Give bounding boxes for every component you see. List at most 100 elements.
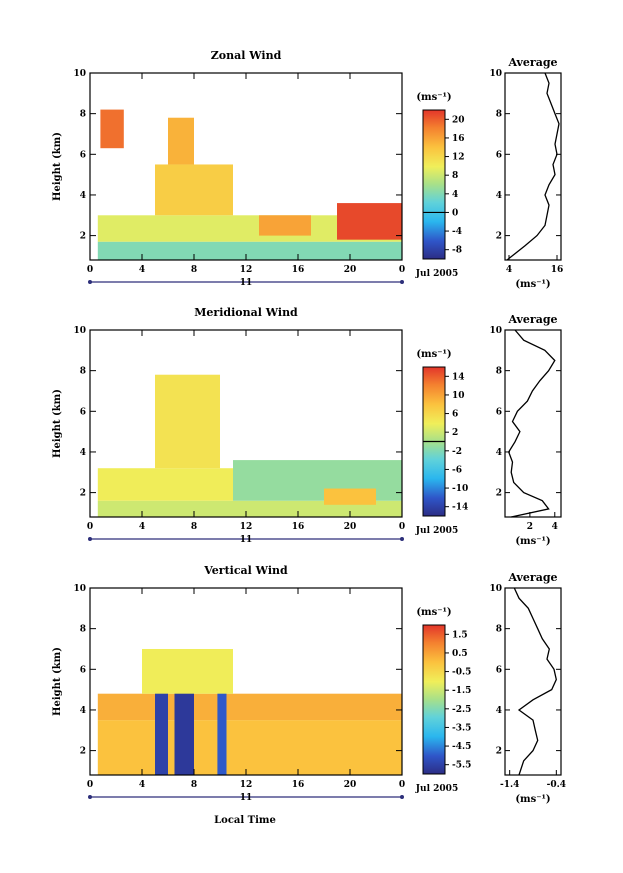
average-y-tick-label: 2 [496, 747, 502, 757]
colorbar-unit: (ms⁻¹) [416, 349, 451, 360]
x-tick-label: 4 [139, 265, 145, 275]
x-tick-label: 0 [87, 265, 93, 275]
x-tick-label: 20 [344, 265, 357, 275]
average-x-tick-label: -0.4 [547, 780, 566, 790]
panel-1: Meridional Wind 2 4 6 8 10 0 4 8 12 16 20 0 Height (k… [52, 306, 562, 547]
colorbar-tick-label: 16 [452, 134, 465, 144]
average-x-label: (ms⁻¹) [515, 536, 550, 547]
heatmap-cell [155, 374, 220, 469]
heatmap-cell [97, 468, 233, 501]
colorbar [422, 624, 446, 775]
average-y-tick-label: 4 [496, 191, 502, 201]
y-tick-label: 10 [73, 69, 86, 79]
x-tick-label: 8 [191, 780, 197, 790]
x-tick-label: 4 [139, 522, 145, 532]
colorbar-tick-label: 2 [452, 428, 458, 438]
y-tick-label: 8 [80, 110, 86, 120]
y-tick-label: 10 [73, 326, 86, 336]
heatmap-cell [155, 673, 168, 775]
y-axis-label: Height (km) [52, 389, 63, 458]
colorbar-tick-label: 10 [452, 391, 465, 401]
x-tick-label: 0 [399, 780, 405, 790]
y-axis-label: Height (km) [52, 132, 63, 201]
day-bar-end [400, 280, 404, 284]
x-tick-label: 12 [240, 780, 253, 790]
heatmap-cell [97, 693, 403, 721]
heatmap-cell [233, 460, 402, 501]
x-tick-label: 16 [292, 780, 305, 790]
average-title: Average [507, 313, 557, 326]
average-y-tick-label: 2 [496, 489, 502, 499]
colorbar-tick-label: -5.5 [452, 761, 471, 771]
average-y-tick-label: 2 [496, 232, 502, 242]
average-y-tick-label: 8 [496, 367, 502, 377]
day-label: 11 [240, 793, 253, 803]
colorbar-tick-label: -6 [452, 465, 462, 475]
x-tick-label: 20 [344, 780, 357, 790]
y-tick-label: 4 [80, 191, 86, 201]
colorbar [422, 109, 446, 260]
panel-title: Vertical Wind [203, 564, 288, 577]
colorbar-tick-label: -8 [452, 246, 462, 256]
x-tick-label: 16 [292, 522, 305, 532]
y-tick-label: 6 [80, 150, 86, 160]
average-frame [504, 72, 562, 261]
colorbar-tick-label: 0.5 [452, 649, 468, 659]
average-profile-line [506, 72, 560, 261]
date-label: Jul 2005 [415, 269, 458, 279]
heatmap-cell [100, 109, 124, 149]
average-y-tick-label: 6 [496, 407, 502, 417]
y-tick-label: 4 [80, 706, 86, 716]
average-y-tick-label: 4 [496, 448, 502, 458]
colorbar-tick-label: -14 [452, 503, 468, 513]
average-title: Average [507, 571, 557, 584]
average-x-tick-label: 4 [552, 522, 558, 532]
colorbar-tick-label: -4.5 [452, 742, 471, 752]
x-tick-label: 0 [399, 522, 405, 532]
colorbar-tick-label: -10 [452, 484, 468, 494]
colorbar-tick-label: -2.5 [452, 705, 471, 715]
y-tick-label: 6 [80, 407, 86, 417]
y-tick-label: 2 [80, 232, 86, 242]
y-tick-label: 2 [80, 747, 86, 757]
day-label: 11 [240, 535, 253, 545]
panel-title: Meridional Wind [194, 306, 298, 319]
colorbar-unit: (ms⁻¹) [416, 607, 451, 618]
average-profile-line [513, 587, 557, 776]
day-bar-end [400, 795, 404, 799]
average-y-tick-label: 10 [489, 584, 502, 594]
colorbar-tick-label: 20 [452, 115, 465, 125]
average-x-label: (ms⁻¹) [515, 279, 550, 290]
colorbar-unit: (ms⁻¹) [416, 92, 451, 103]
colorbar-tick-label: 1.5 [452, 630, 468, 640]
panel-2: Vertical Wind 2 4 6 8 10 0 4 8 12 16 20 0 Height (km)… [52, 564, 566, 805]
average-y-tick-label: 10 [489, 69, 502, 79]
date-label: Jul 2005 [415, 784, 458, 794]
x-tick-label: 12 [240, 265, 253, 275]
y-tick-label: 10 [73, 584, 86, 594]
colorbar-tick-label: 14 [452, 372, 465, 382]
day-bar-end [400, 537, 404, 541]
y-tick-label: 4 [80, 448, 86, 458]
average-frame [504, 329, 562, 518]
heatmap-cell [97, 720, 403, 775]
colorbar-tick-label: -2 [452, 447, 462, 457]
heatmap-cell [259, 215, 311, 236]
heatmap-cell [155, 164, 233, 216]
average-y-tick-label: 8 [496, 110, 502, 120]
y-tick-label: 2 [80, 489, 86, 499]
x-tick-label: 12 [240, 522, 253, 532]
heatmap-cell [168, 117, 194, 165]
xlabel-bottom: Local Time [214, 815, 276, 826]
x-tick-label: 4 [139, 780, 145, 790]
x-tick-label: 8 [191, 522, 197, 532]
heatmap-cell [142, 648, 233, 694]
colorbar-tick-label: 6 [452, 410, 458, 420]
y-axis-label: Height (km) [52, 647, 63, 716]
date-label: Jul 2005 [415, 526, 458, 536]
colorbar-tick-label: -1.5 [452, 686, 471, 696]
average-title: Average [507, 56, 557, 69]
heatmap-cell [97, 241, 403, 260]
